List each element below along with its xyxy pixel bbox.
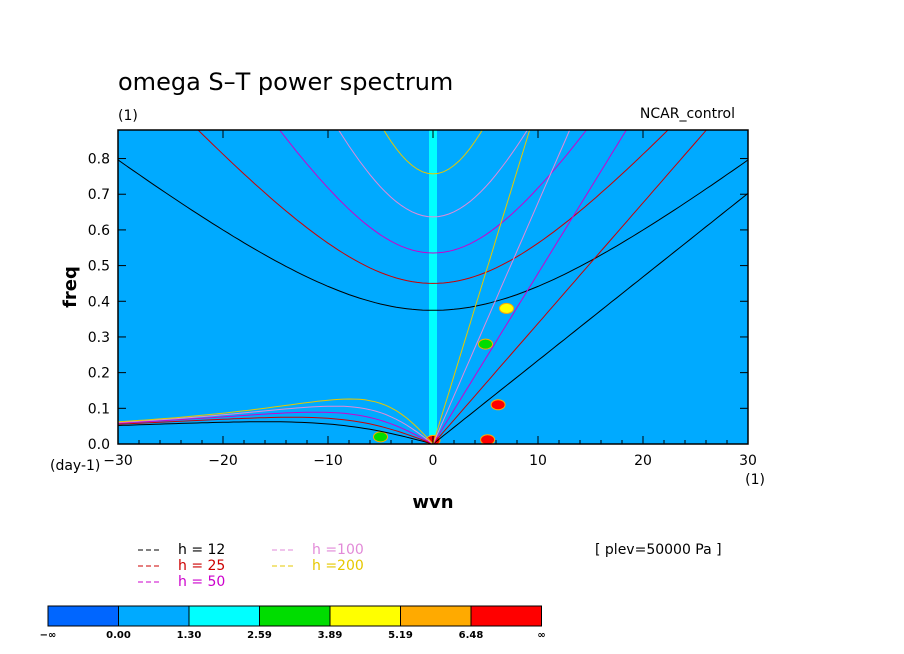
colorbar: −∞ 0.00 1.30 2.59 3.89 5.19 6.48 ∞ (40, 605, 546, 641)
colorbar-label: 3.89 (318, 630, 343, 641)
colorbar-swatch (329, 605, 401, 627)
case-label: NCAR_control (640, 106, 735, 122)
low-wvn-peak (373, 431, 388, 443)
kelvin-curve-h50 (432, 130, 627, 444)
x-tick-label: 30 (739, 453, 757, 469)
y-tick-label: 0.7 (88, 187, 110, 203)
kelvin-band-1 (478, 338, 493, 350)
rossby-curve-h12 (118, 421, 434, 444)
y-tick-label: 0.0 (88, 437, 110, 453)
y-tick-label: 0.8 (88, 152, 110, 168)
kelvin-curve-h200 (432, 130, 531, 444)
rossby-curve-h100 (118, 405, 434, 444)
legend-label: h = 12 (178, 542, 225, 558)
gravity-curve-h200 (383, 130, 483, 175)
x-tick-label: 10 (529, 453, 547, 469)
y-tick-label: 0.4 (88, 294, 110, 310)
level-label: [ plev=50000 Pa ] (595, 542, 722, 558)
colorbar-swatch (400, 605, 472, 627)
colorbar-swatch (47, 605, 119, 627)
colorbar-label: 5.19 (388, 630, 413, 641)
colorbar-label: 6.48 (459, 630, 484, 641)
kelvin-peak-2 (480, 434, 496, 444)
y-tick-label: 0.3 (88, 330, 110, 346)
colorbar-swatch (118, 605, 190, 627)
colorbar-swatch (259, 605, 331, 627)
gravity-curve-h50 (278, 130, 588, 254)
y-tick-label: 0.1 (88, 401, 110, 417)
chart-subtitle: (1) (118, 108, 138, 124)
y-axis-label: freq (60, 266, 81, 308)
rossby-curve-h50 (118, 411, 434, 444)
colorbar-label: −∞ (40, 630, 57, 641)
rossby-curve-h25 (118, 416, 434, 444)
kelvin-curve-h25 (432, 130, 708, 444)
x-tick-label: −20 (208, 453, 238, 469)
kelvin-curve-h12 (432, 192, 748, 444)
gravity-curve-h100 (338, 130, 528, 218)
colorbar-swatch (188, 605, 260, 627)
y-tick-label: 0.2 (88, 366, 110, 382)
y-tick-label: 0.5 (88, 259, 110, 275)
x-tick-label: −30 (103, 453, 133, 469)
legend-label: h = 25 (178, 558, 225, 574)
kelvin-band-2 (499, 302, 514, 314)
legend-label: h =100 (312, 542, 364, 558)
plot-area (118, 130, 748, 444)
kelvin-peak-1 (490, 399, 506, 411)
x-axis-label: wvn (412, 492, 453, 513)
x-unit-label: (1) (745, 472, 765, 488)
gravity-curve-h25 (197, 130, 669, 284)
gravity-curve-h12 (118, 159, 748, 311)
colorbar-swatch (470, 605, 542, 627)
colorbar-label: 0.00 (106, 630, 131, 641)
colorbar-label: ∞ (537, 630, 545, 641)
x-tick-label: 20 (634, 453, 652, 469)
chart-title: omega S–T power spectrum (118, 68, 453, 96)
x-tick-label: −10 (313, 453, 343, 469)
y-unit-label: (day-1) (50, 458, 100, 474)
colorbar-label: 1.30 (177, 630, 202, 641)
colorbar-label: 2.59 (247, 630, 272, 641)
legend-label: h =200 (312, 558, 364, 574)
kelvin-curve-h100 (432, 130, 571, 444)
x-tick-label: 0 (429, 453, 438, 469)
y-tick-label: 0.6 (88, 223, 110, 239)
legend-label: h = 50 (178, 574, 225, 590)
rossby-curve-h200 (118, 398, 434, 444)
